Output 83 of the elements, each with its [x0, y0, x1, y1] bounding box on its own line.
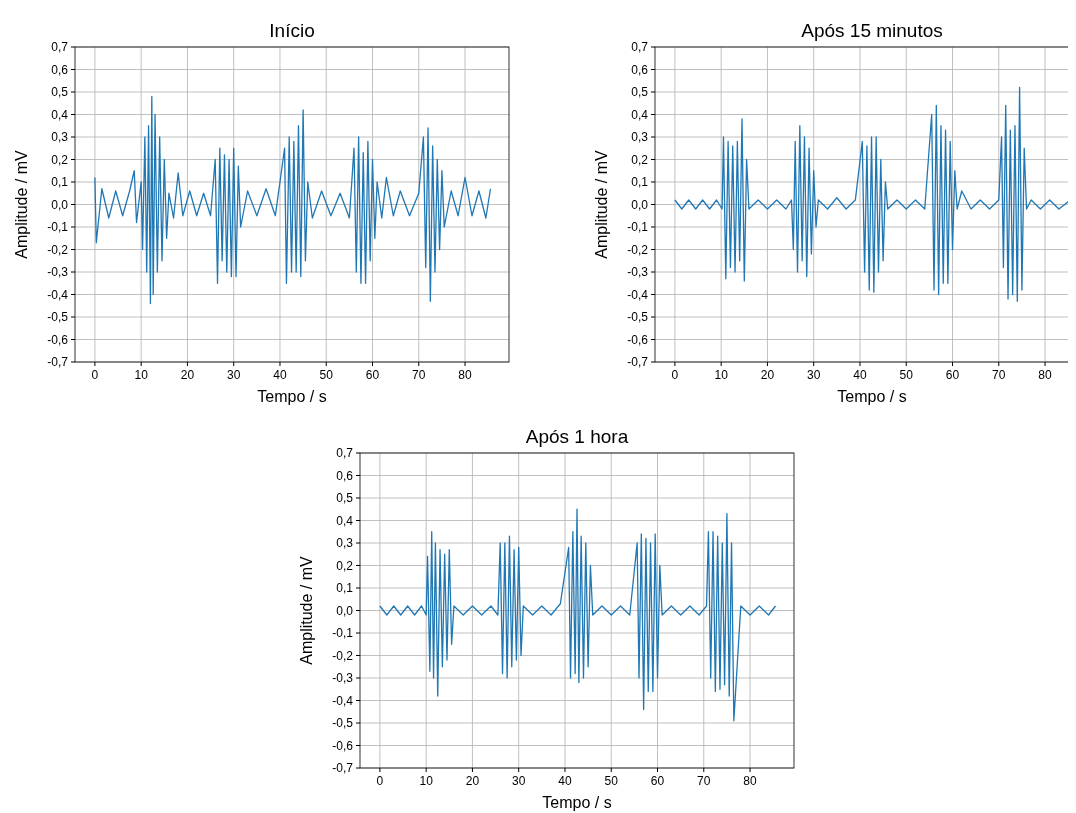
y-tick-label: 0,4: [631, 107, 649, 122]
y-tick-label: 0,3: [336, 536, 354, 551]
y-tick-label: 0,6: [51, 62, 69, 77]
x-axis-title: Tempo / s: [542, 794, 612, 811]
y-tick-label: 0,0: [336, 603, 354, 618]
y-tick-label: 0,7: [631, 40, 649, 55]
x-tick-label: 10: [714, 368, 729, 382]
y-tick-label: -0,5: [47, 310, 69, 325]
y-tick-label: 0,6: [631, 62, 649, 77]
y-tick-label: -0,6: [332, 738, 354, 753]
x-tick-label: 80: [743, 774, 758, 788]
y-tick-label: -0,4: [627, 287, 649, 302]
chart-title: Após 1 hora: [525, 426, 629, 447]
x-tick-label: 20: [760, 368, 775, 382]
chart-title: Após 15 minutos: [801, 20, 943, 41]
y-tick-label: -0,2: [627, 242, 649, 257]
y-tick-label: 0,1: [51, 175, 69, 190]
x-tick-label: 30: [512, 774, 526, 788]
x-tick-label: 0: [91, 368, 99, 382]
y-tick-label: 0,5: [51, 85, 69, 100]
y-tick-label: 0,3: [51, 130, 69, 145]
y-tick-label: -0,3: [47, 265, 69, 280]
y-tick-label: 0,0: [51, 197, 69, 212]
y-tick-label: -0,4: [47, 287, 69, 302]
line-series: [94, 95, 492, 305]
y-tick-label: 0,5: [631, 85, 649, 100]
x-tick-label: 80: [458, 368, 473, 382]
x-tick-label: 80: [1038, 368, 1053, 382]
y-tick-label: 0,1: [631, 175, 649, 190]
x-tick-label: 50: [899, 368, 914, 382]
y-tick-label: 0,7: [336, 446, 354, 461]
y-tick-label: -0,5: [627, 310, 649, 325]
x-tick-label: 20: [465, 774, 480, 788]
y-tick-label: -0,1: [332, 626, 354, 641]
x-tick-label: 70: [412, 368, 426, 382]
x-tick-label: 0: [376, 774, 384, 788]
y-tick-label: -0,3: [332, 671, 354, 686]
y-tick-label: 0,2: [51, 152, 69, 167]
y-axis-title: Amplitude / mV: [593, 149, 610, 259]
x-tick-label: 60: [945, 368, 960, 382]
y-tick-label: -0,3: [627, 265, 649, 280]
y-tick-label: 0,2: [631, 152, 649, 167]
y-tick-label: 0,2: [336, 558, 354, 573]
x-tick-label: 30: [807, 368, 821, 382]
y-tick-label: -0,2: [332, 648, 354, 663]
y-tick-label: -0,6: [627, 332, 649, 347]
y-tick-label: 0,5: [336, 491, 354, 506]
x-tick-label: 70: [992, 368, 1006, 382]
x-tick-label: 10: [134, 368, 149, 382]
y-tick-label: -0,7: [47, 355, 69, 370]
x-tick-label: 40: [853, 368, 867, 382]
y-tick-label: 0,7: [51, 40, 69, 55]
y-tick-label: -0,2: [47, 242, 69, 257]
y-tick-label: -0,6: [47, 332, 69, 347]
x-tick-label: 60: [365, 368, 380, 382]
x-tick-label: 40: [558, 774, 572, 788]
y-tick-label: 0,4: [336, 513, 354, 528]
x-tick-label: 70: [697, 774, 711, 788]
x-tick-label: 20: [180, 368, 195, 382]
y-axis-title: Amplitude / mV: [298, 555, 315, 665]
y-tick-label: 0,6: [336, 468, 354, 483]
x-axis-title: Tempo / s: [257, 388, 327, 405]
y-tick-label: -0,7: [332, 761, 354, 776]
x-tick-label: 0: [671, 368, 679, 382]
x-tick-label: 50: [604, 774, 619, 788]
y-tick-label: -0,1: [627, 220, 649, 235]
y-tick-label: 0,1: [336, 581, 354, 596]
x-tick-label: 10: [419, 774, 434, 788]
x-tick-label: 60: [650, 774, 665, 788]
y-tick-label: 0,4: [51, 107, 69, 122]
chart-title: Início: [269, 20, 315, 41]
x-tick-label: 50: [319, 368, 334, 382]
y-axis-title: Amplitude / mV: [13, 149, 30, 259]
y-tick-label: -0,4: [332, 693, 354, 708]
x-tick-label: 30: [227, 368, 241, 382]
y-tick-label: -0,7: [627, 355, 649, 370]
y-tick-label: 0,0: [631, 197, 649, 212]
x-axis-title: Tempo / s: [837, 388, 907, 405]
y-tick-label: -0,5: [332, 716, 354, 731]
line-series: [379, 508, 777, 722]
y-tick-label: -0,1: [47, 220, 69, 235]
y-tick-label: 0,3: [631, 130, 649, 145]
x-tick-label: 40: [273, 368, 287, 382]
